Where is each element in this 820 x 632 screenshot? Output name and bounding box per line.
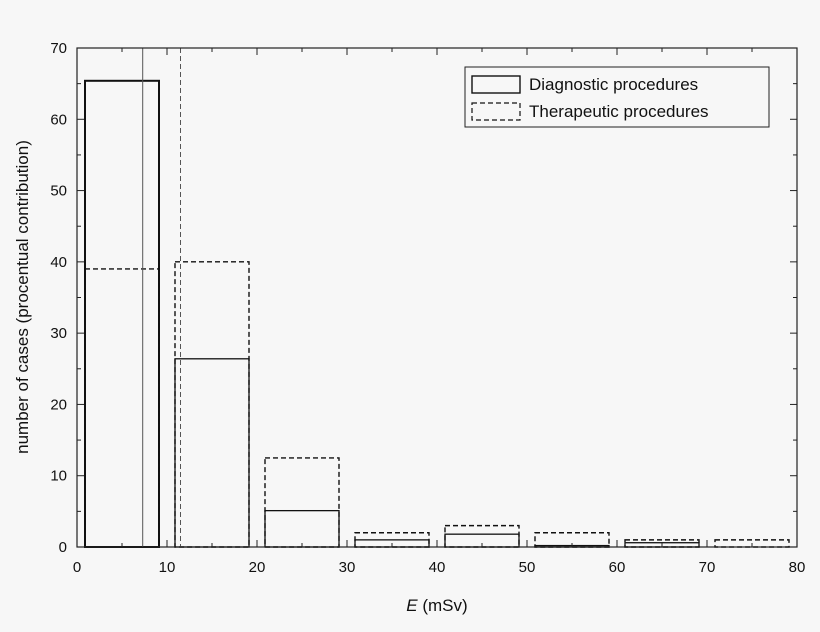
diagnostic-bar-1 bbox=[174, 358, 250, 548]
y-axis-title: number of cases (procentual contribution… bbox=[13, 140, 32, 454]
x-tick-label: 50 bbox=[519, 559, 536, 576]
therapeutic-bar-3 bbox=[354, 532, 430, 548]
therapeutic-bar-2 bbox=[264, 457, 340, 548]
x-tick-label: 60 bbox=[609, 559, 626, 576]
x-axis-title: E (mSv) bbox=[406, 596, 467, 615]
y-tick-label: 30 bbox=[50, 325, 67, 342]
y-tick-label: 40 bbox=[50, 254, 67, 271]
x-tick-label: 10 bbox=[159, 559, 176, 576]
x-axis-symbol: E bbox=[406, 596, 418, 615]
x-tick-label: 20 bbox=[249, 559, 266, 576]
y-tick-label: 10 bbox=[50, 468, 67, 485]
legend: Diagnostic procedures Therapeutic proced… bbox=[464, 66, 770, 128]
therapeutic-bar-0 bbox=[84, 268, 160, 548]
x-tick-label: 70 bbox=[699, 559, 716, 576]
legend-swatch-diagnostic bbox=[471, 75, 521, 94]
y-tick-label: 60 bbox=[50, 111, 67, 128]
legend-swatch-therapeutic bbox=[471, 102, 521, 121]
therapeutic-bar-7 bbox=[714, 539, 790, 548]
therapeutic-bar-6 bbox=[624, 539, 700, 548]
legend-label-therapeutic: Therapeutic procedures bbox=[529, 102, 709, 121]
therapeutic-bar-1 bbox=[174, 261, 250, 548]
diagnostic-bar-0 bbox=[84, 79, 160, 548]
y-tick-label: 0 bbox=[59, 539, 67, 556]
x-tick-label: 30 bbox=[339, 559, 356, 576]
y-tick-label: 50 bbox=[50, 183, 67, 200]
x-tick-label: 0 bbox=[73, 559, 81, 576]
therapeutic-bar-5 bbox=[534, 532, 610, 548]
diagnostic-bar-2 bbox=[264, 509, 340, 548]
x-tick-label: 80 bbox=[789, 559, 806, 576]
x-tick-label: 40 bbox=[429, 559, 446, 576]
legend-label-diagnostic: Diagnostic procedures bbox=[529, 75, 698, 94]
legend-box bbox=[464, 66, 770, 128]
axis-ticks: 0 10 20 30 40 50 60 70 80 0 10 20 30 40 50 60 70 bbox=[50, 40, 805, 576]
y-tick-label: 70 bbox=[50, 40, 67, 57]
x-axis-unit: (mSv) bbox=[418, 596, 468, 615]
y-tick-label: 20 bbox=[50, 396, 67, 413]
